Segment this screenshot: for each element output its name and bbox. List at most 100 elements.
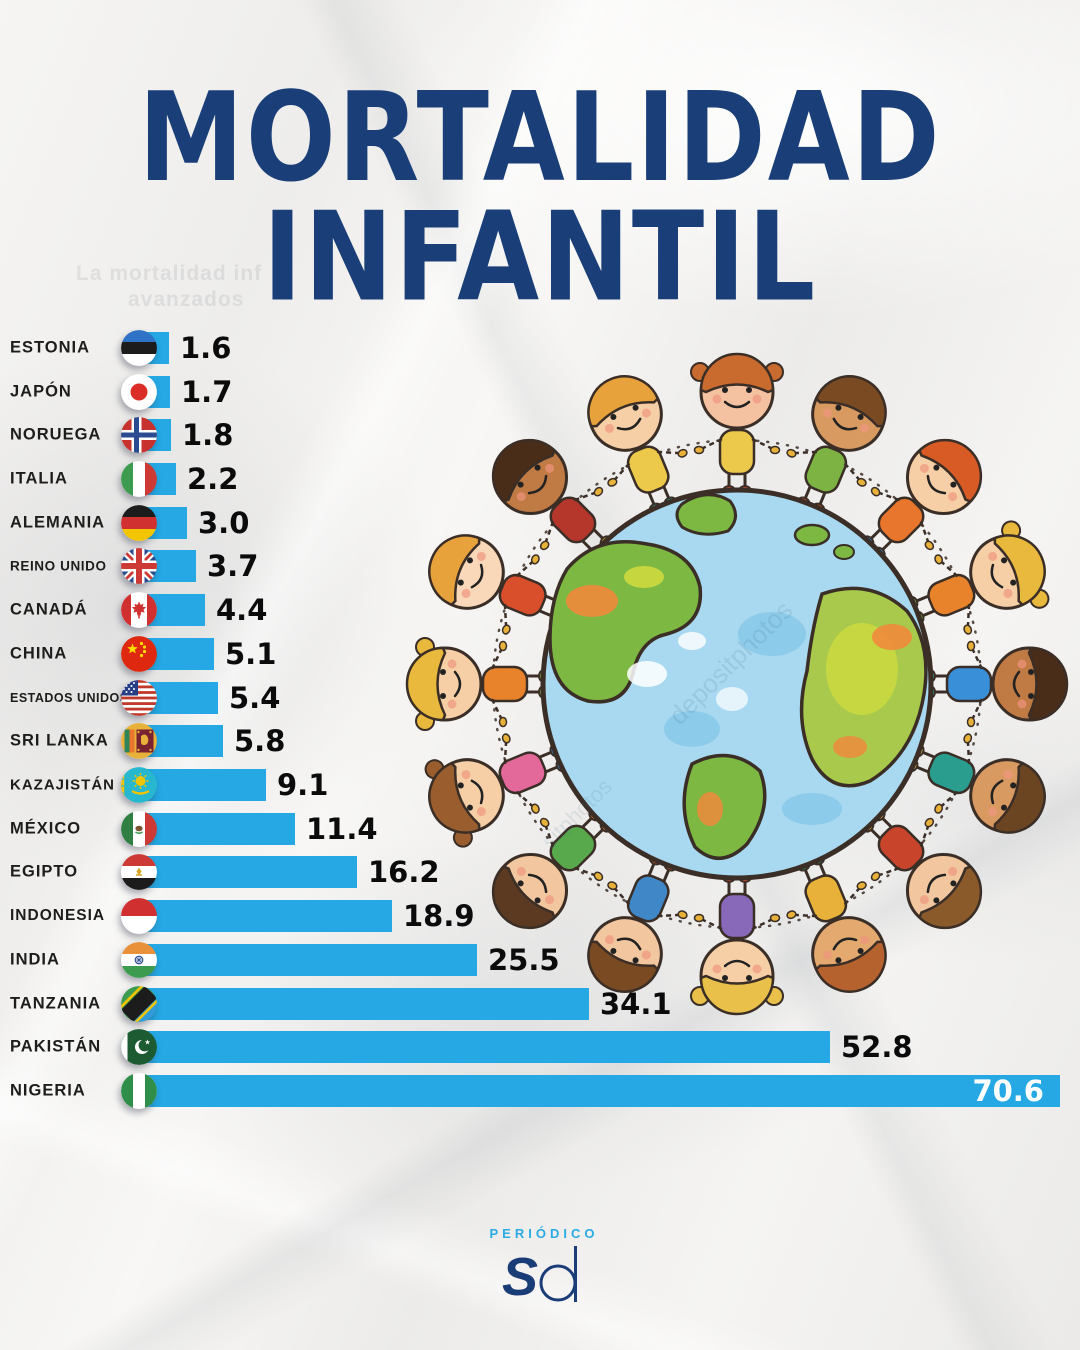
- country-label: INDIA: [10, 950, 60, 969]
- cartoon-kid: [587, 854, 688, 993]
- flag-uk-icon: [121, 548, 157, 585]
- country-label: TANZANIA: [10, 994, 102, 1013]
- chart-row-pakistan: PAKISTÁN 52.8: [0, 1026, 1080, 1070]
- chart-row-india: INDIA 25.5: [0, 938, 1080, 982]
- bar: [140, 1075, 1060, 1108]
- title-line-1: MORTALIDAD: [138, 66, 942, 210]
- country-label: JAPÓN: [10, 382, 72, 401]
- value-label: 70.6: [972, 1074, 1044, 1109]
- country-label: NIGERIA: [10, 1081, 86, 1100]
- chart-row-kazakhstan: KAZAJISTÁN 9.1: [0, 763, 1080, 807]
- value-label: 9.1: [277, 768, 329, 803]
- chart-row-uk: REINO UNIDO 3.7: [0, 545, 1080, 589]
- value-label: 1.6: [180, 330, 232, 365]
- flag-nigeria-icon: [121, 1073, 157, 1110]
- flag-egypt-icon: [121, 854, 157, 891]
- value-label: 16.2: [368, 855, 440, 890]
- bar: [140, 943, 477, 976]
- chart-row-indonesia: INDONESIA 18.9: [0, 894, 1080, 938]
- value-label: 2.2: [187, 462, 239, 497]
- value-label: 52.8: [841, 1030, 913, 1065]
- bar: [140, 856, 357, 889]
- value-label: 4.4: [216, 593, 268, 628]
- flag-estonia-icon: [121, 329, 157, 366]
- cartoon-kid: [690, 352, 784, 495]
- flag-india-icon: [121, 941, 157, 978]
- value-label: 18.9: [403, 899, 475, 934]
- cartoon-kid: [424, 733, 567, 848]
- country-label: MÉXICO: [10, 819, 82, 838]
- chart-row-estonia: ESTONIA 1.6: [0, 326, 1080, 370]
- cartoon-kid: [786, 854, 887, 993]
- country-label: EGIPTO: [10, 862, 79, 881]
- country-label: NORUEGA: [10, 425, 102, 444]
- value-label: 5.4: [229, 680, 281, 715]
- value-label: 3.0: [198, 505, 250, 540]
- chart-row-japan: JAPÓN 1.7: [0, 370, 1080, 414]
- chart-row-china: CHINA 5.1: [0, 632, 1080, 676]
- chart-row-norway: NORUEGA 1.8: [0, 413, 1080, 457]
- flag-japan-icon: [121, 373, 157, 410]
- chart-row-tanzania: TANZANIA 34.1: [0, 982, 1080, 1026]
- chart-row-nigeria: NIGERIA 70.6: [0, 1069, 1080, 1113]
- value-label: 1.7: [181, 374, 233, 409]
- country-label: ITALIA: [10, 469, 68, 488]
- country-label: REINO UNIDO: [10, 558, 107, 574]
- flag-china-icon: [121, 635, 157, 672]
- cartoon-kid: [491, 438, 612, 559]
- brand-name: PERIÓDICO: [489, 1226, 599, 1241]
- flag-tanzania-icon: [121, 985, 157, 1022]
- value-label: 11.4: [306, 811, 378, 846]
- brand-sd-logo: S: [502, 1246, 577, 1305]
- cartoon-kid: [907, 520, 1050, 635]
- chart-row-mexico: MÉXICO 11.4: [0, 807, 1080, 851]
- value-label: 34.1: [600, 986, 672, 1021]
- flag-kazakhstan-icon: [121, 767, 157, 804]
- flag-sri-lanka-icon: [121, 723, 157, 760]
- flag-norway-icon: [121, 417, 157, 454]
- cartoon-kid: [491, 809, 612, 930]
- country-label: ESTADOS UNIDOS: [10, 690, 129, 705]
- bar-chart: ESTONIA 1.6 JAPÓN 1.7 NORUEGA 1.8 ITALIA: [0, 326, 1080, 1113]
- value-label: 25.5: [488, 942, 560, 977]
- cartoon-kid: [690, 873, 784, 1016]
- flag-usa-icon: [121, 679, 157, 716]
- children-around-globe-illustration: depositphotos sitphotos: [405, 352, 1069, 1016]
- country-label: SRI LANKA: [10, 731, 109, 750]
- cartoon-kid: [587, 375, 688, 514]
- title-line-2: INFANTIL: [262, 185, 818, 329]
- bar: [140, 987, 589, 1020]
- flag-indonesia-icon: [121, 898, 157, 935]
- chart-row-germany: ALEMANIA 3.0: [0, 501, 1080, 545]
- value-label: 5.8: [234, 724, 286, 759]
- chart-row-sri-lanka: SRI LANKA 5.8: [0, 719, 1080, 763]
- country-label: PAKISTÁN: [10, 1037, 102, 1056]
- flag-mexico-icon: [121, 810, 157, 847]
- background-watermark-line1: La mortalidad inf: [76, 262, 263, 285]
- brand-s-letter: S: [502, 1247, 538, 1305]
- cartoon-kid: [862, 809, 983, 930]
- chart-row-italy: ITALIA 2.2: [0, 457, 1080, 501]
- country-label: KAZAJISTÁN: [10, 776, 116, 794]
- chart-row-usa: ESTADOS UNIDOS 5.4: [0, 676, 1080, 720]
- background-watermark-line2: avanzados: [128, 288, 245, 311]
- chart-row-egypt: EGIPTO 16.2: [0, 851, 1080, 895]
- flag-pakistan-icon: [121, 1029, 157, 1066]
- bar: [140, 900, 392, 933]
- value-label: 3.7: [207, 549, 259, 584]
- value-label: 1.8: [182, 418, 234, 453]
- country-label: ALEMANIA: [10, 513, 106, 532]
- footer-brand: PERIÓDICO S: [0, 1226, 1080, 1305]
- brand-d-bowl: [539, 1264, 577, 1302]
- globe: depositphotos sitphotos: [537, 487, 934, 881]
- chart-row-canada: CANADÁ 4.4: [0, 588, 1080, 632]
- bar: [140, 1031, 830, 1064]
- bar: [140, 769, 266, 802]
- flag-germany-icon: [121, 504, 157, 541]
- bar: [140, 812, 295, 845]
- flag-italy-icon: [121, 461, 157, 498]
- value-label: 5.1: [225, 636, 277, 671]
- country-label: INDONESIA: [10, 907, 106, 925]
- cartoon-kid: [786, 375, 887, 514]
